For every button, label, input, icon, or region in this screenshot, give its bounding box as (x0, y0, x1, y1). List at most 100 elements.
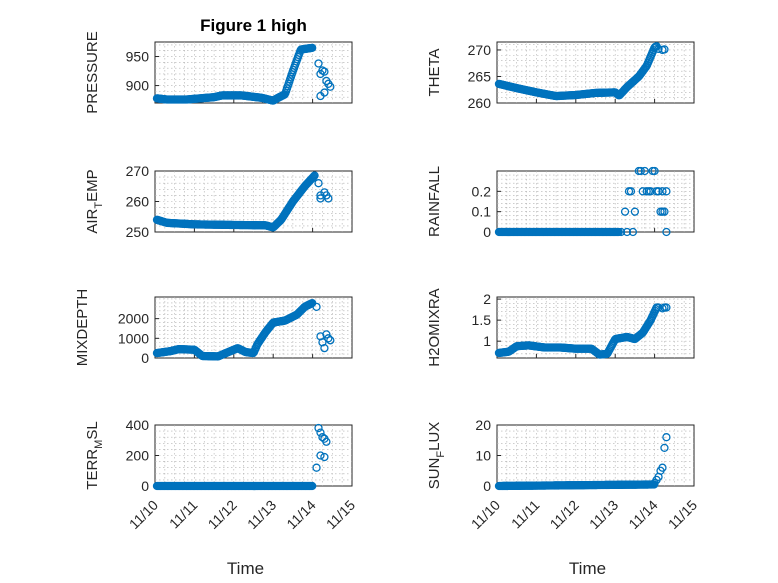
data-point (654, 44, 663, 54)
x-tick-label: 11/15 (665, 497, 701, 533)
y-axis-label: MIXDEPTH (74, 289, 91, 367)
data-point (320, 452, 329, 462)
data-point (308, 481, 317, 491)
y-tick-label: 1 (483, 333, 491, 349)
data-point (658, 463, 667, 472)
subplot-terr-msl: 0 200 400 TERRMSL 11/10 11/11 11/12 11/13 11/14 1… (84, 417, 358, 578)
y-axis-label: SUNFLUX (426, 422, 447, 490)
data-point (324, 334, 333, 343)
data-point (316, 91, 325, 101)
data-point (658, 187, 667, 196)
data-point (309, 172, 318, 181)
y-axis-label: AIRTEMP (84, 169, 105, 233)
data-point (316, 428, 325, 437)
y-tick-label: 2000 (118, 311, 149, 327)
y-tick-label: 0 (483, 224, 491, 240)
data-point (316, 194, 325, 203)
figure-title: Figure 1 high (200, 16, 307, 35)
data-point (654, 303, 663, 312)
y-axis-label: H2OMIXRA (426, 288, 443, 366)
y-tick-label: 270 (126, 163, 150, 179)
y-tick-label: 1000 (118, 330, 149, 346)
data-point (636, 166, 645, 176)
data-point (614, 227, 623, 237)
y-axis-label: THETA (426, 48, 443, 96)
x-tick-label: 11/12 (547, 497, 583, 533)
y-tick-label: 900 (126, 78, 150, 94)
data-point (626, 187, 636, 196)
x-tick-label: 11/14 (625, 497, 661, 533)
x-tick-label: 11/10 (468, 497, 504, 533)
data-point (640, 166, 649, 176)
x-tick-label: 11/13 (586, 497, 622, 533)
data-point (320, 344, 329, 353)
x-axis-label: Time (569, 559, 606, 578)
data-point (312, 302, 321, 311)
y-tick-label: 265 (468, 68, 492, 84)
y-axis-label: TERRMSL (84, 421, 105, 489)
y-tick-label: 0.1 (472, 204, 492, 220)
data-point (646, 187, 655, 196)
x-axis-label: Time (227, 559, 264, 578)
y-tick-label: 250 (126, 224, 150, 240)
data-point (662, 433, 671, 442)
data-point (654, 187, 663, 196)
subplot-rainfall: 0 0.1 0.2 RAINFALL (426, 166, 695, 240)
y-tick-label: 260 (468, 95, 492, 111)
y-tick-label: 2 (483, 291, 491, 307)
x-tick-label: 11/14 (283, 497, 319, 533)
subplot-mixdepth: 0 1000 2000 MIXDEPTH (74, 289, 353, 367)
y-axis-label: PRESSURE (84, 31, 101, 114)
data-point (650, 166, 659, 176)
data-point (322, 437, 331, 446)
y-tick-label: 270 (468, 42, 492, 58)
data-point (308, 173, 318, 182)
subplot-air-temp: 250 260 270 AIRTEMP (84, 163, 353, 240)
data-point (660, 45, 669, 54)
subplot-pressure: 900 950 PRESSURE Figure 1 high (84, 16, 353, 114)
y-tick-label: 10 (475, 448, 491, 464)
y-tick-label: 200 (126, 448, 150, 464)
y-tick-label: 260 (126, 194, 150, 210)
y-axis-label: RAINFALL (426, 166, 443, 237)
x-tick-label: 11/12 (205, 497, 241, 533)
data-point (308, 43, 317, 53)
data-point (310, 171, 319, 180)
x-tick-label: 11/11 (166, 497, 201, 532)
x-tick-label: 11/13 (244, 497, 280, 533)
x-tick-label: 11/11 (508, 497, 543, 532)
data-point (616, 227, 626, 237)
data-point (308, 173, 317, 183)
axes-frame (496, 170, 695, 233)
data-point (638, 187, 647, 196)
data-point (660, 443, 669, 453)
data-point (628, 227, 638, 237)
data-point (326, 336, 335, 345)
data-point (662, 303, 671, 312)
data-point (314, 423, 323, 433)
data-point (320, 67, 329, 76)
x-tick-label: 11/15 (323, 497, 359, 533)
subplot-theta: 260 265 270 THETA (426, 41, 695, 111)
y-tick-label: 0 (141, 478, 149, 494)
y-tick-label: 400 (126, 417, 150, 433)
data-point (326, 82, 335, 91)
data-point (316, 451, 325, 460)
data-point (312, 463, 321, 472)
y-tick-label: 1.5 (472, 312, 492, 328)
data-point (660, 207, 669, 216)
y-tick-label: 0.2 (472, 183, 492, 199)
y-tick-label: 950 (126, 49, 150, 65)
data-point (322, 330, 331, 339)
data-point (314, 179, 323, 188)
data-point (630, 207, 640, 216)
y-tick-label: 0 (483, 478, 491, 494)
subplot-sun-flux: 0 10 20 SUNFLUX 11/10 11/11 11/12 11/13 11/14 11/… (426, 417, 700, 578)
data-point (662, 187, 671, 196)
data-point (314, 59, 323, 68)
data-point (662, 227, 671, 237)
subplot-h2omixra: 1 1.5 2 H2OMIXRA (426, 288, 695, 367)
data-point (620, 207, 630, 216)
y-tick-label: 20 (475, 417, 491, 433)
